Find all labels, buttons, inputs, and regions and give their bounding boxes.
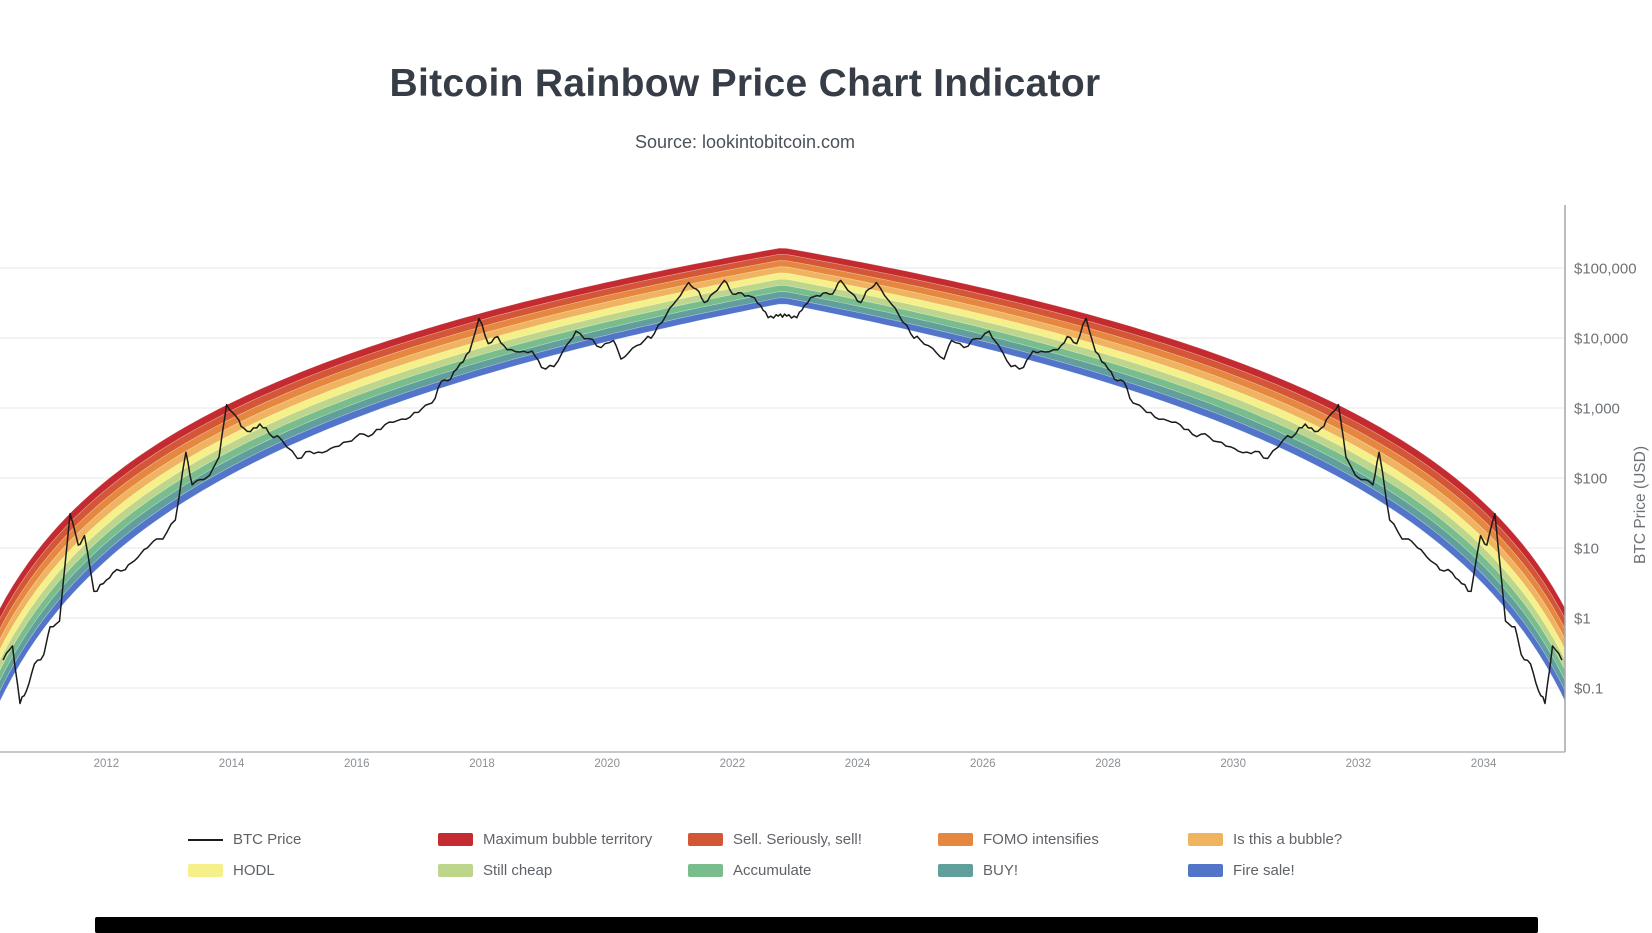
y-tick-label: $1,000 bbox=[1574, 401, 1620, 418]
legend-label: Maximum bubble territory bbox=[483, 831, 653, 848]
fomo-swatch bbox=[938, 833, 973, 846]
x-tick-label: 2014 bbox=[219, 758, 245, 770]
grid bbox=[0, 267, 1565, 689]
legend-item-still-cheap: Still cheap bbox=[438, 860, 688, 881]
rainbow-chart: BTC Price (USD) $100,000 $10,000 $1,000 $10… bbox=[0, 205, 1649, 770]
y-tick-label: $100 bbox=[1574, 471, 1607, 488]
y-tick-label: $1 bbox=[1574, 611, 1591, 628]
rainbow-band-5 bbox=[0, 278, 1565, 671]
y-tick-label: $100,000 bbox=[1574, 261, 1637, 278]
x-tick-label: 2034 bbox=[1471, 758, 1497, 770]
y-tick-label: $0.1 bbox=[1574, 681, 1603, 698]
legend-item-btc-price: BTC Price bbox=[188, 829, 438, 850]
legend-label: HODL bbox=[233, 862, 275, 879]
y-axis-title: BTC Price (USD) bbox=[1632, 446, 1649, 564]
still-cheap-swatch bbox=[438, 864, 473, 877]
rainbow-band-6 bbox=[0, 285, 1565, 682]
x-tick-label: 2030 bbox=[1220, 758, 1246, 770]
legend-item-maximum-bubble: Maximum bubble territory bbox=[438, 829, 688, 850]
buy-swatch bbox=[938, 864, 973, 877]
rainbow-band-4 bbox=[0, 272, 1565, 661]
btc-price-line-swatch bbox=[188, 838, 223, 841]
legend-label: BUY! bbox=[983, 862, 1019, 879]
legend-label: Fire sale! bbox=[1233, 862, 1295, 879]
legend-label: Still cheap bbox=[483, 862, 553, 879]
maximum-bubble-swatch bbox=[438, 833, 473, 846]
y-tick-label: $10 bbox=[1574, 541, 1599, 558]
x-tick-label: 2016 bbox=[344, 758, 370, 770]
accumulate-swatch bbox=[688, 864, 723, 877]
rainbow-band-3 bbox=[0, 266, 1565, 651]
fire-sale-swatch bbox=[1188, 864, 1223, 877]
x-tick-label: 2032 bbox=[1346, 758, 1372, 770]
legend-item-buy: BUY! bbox=[938, 860, 1188, 881]
legend-item-is-this-a-bubble: Is this a bubble? bbox=[1188, 829, 1438, 850]
sell-seriously-swatch bbox=[688, 833, 723, 846]
legend-label: Accumulate bbox=[733, 862, 812, 879]
legend-item-fomo: FOMO intensifies bbox=[938, 829, 1188, 850]
legend-label: Sell. Seriously, sell! bbox=[733, 831, 862, 848]
x-tick-label: 2018 bbox=[469, 758, 495, 770]
chart-header: Bitcoin Rainbow Price Chart Indicator So… bbox=[0, 62, 1490, 153]
x-tick-label: 2022 bbox=[720, 758, 746, 770]
legend-item-sell-seriously: Sell. Seriously, sell! bbox=[688, 829, 938, 850]
page-title: Bitcoin Rainbow Price Chart Indicator bbox=[389, 62, 1101, 105]
rainbow-band-0 bbox=[0, 247, 1565, 620]
legend-item-hodl: HODL bbox=[188, 860, 438, 881]
chart-legend: BTC Price Maximum bubble territory Sell.… bbox=[188, 829, 1438, 881]
legend-item-accumulate: Accumulate bbox=[688, 860, 938, 881]
rainbow-bands bbox=[0, 247, 1565, 702]
rainbow-band-1 bbox=[0, 253, 1565, 630]
x-tick-label: 2028 bbox=[1095, 758, 1121, 770]
y-tick-label: $10,000 bbox=[1574, 331, 1628, 348]
legend-label: Is this a bubble? bbox=[1233, 831, 1343, 848]
legend-label: FOMO intensifies bbox=[983, 831, 1099, 848]
rainbow-band-2 bbox=[0, 260, 1565, 641]
footer-bar bbox=[95, 917, 1538, 933]
x-tick-label: 2020 bbox=[594, 758, 620, 770]
legend-label: BTC Price bbox=[233, 831, 302, 848]
x-tick-label: 2024 bbox=[845, 758, 871, 770]
legend-item-fire-sale: Fire sale! bbox=[1188, 860, 1438, 881]
rainbow-band-7 bbox=[0, 291, 1565, 692]
is-this-a-bubble-swatch bbox=[1188, 833, 1223, 846]
btc-price-line bbox=[2, 279, 1563, 705]
rainbow-band-8 bbox=[0, 297, 1565, 702]
x-tick-label: 2012 bbox=[94, 758, 120, 770]
x-tick-label: 2026 bbox=[970, 758, 996, 770]
source-caption: Source: lookintobitcoin.com bbox=[634, 132, 856, 152]
hodl-swatch bbox=[188, 864, 223, 877]
